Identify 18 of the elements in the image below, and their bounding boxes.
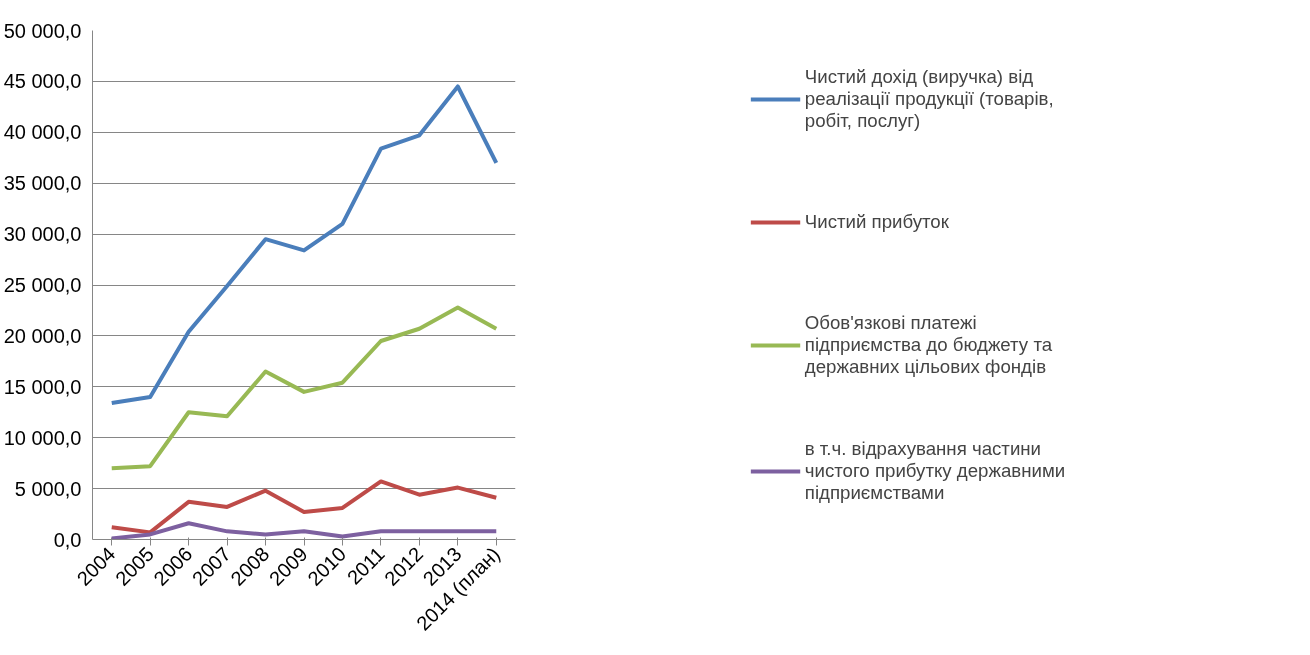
- y-tick-label: 40 000,0: [3, 121, 82, 144]
- legend-label: Чистий дохід (виручка) від реалізації продукції (товарів, робіт, послуг): [804, 65, 1054, 132]
- y-tick-label: 30 000,0: [3, 223, 82, 246]
- y-tick-label: 15 000,0: [3, 375, 82, 398]
- legend-label: Чистий прибуток: [804, 209, 949, 234]
- y-tick-label: 35 000,0: [3, 172, 82, 195]
- y-tick-label: 10 000,0: [3, 426, 82, 449]
- line-series: [109, 305, 499, 471]
- y-tick-label: 5 000,0: [14, 477, 82, 500]
- line-series: [109, 521, 499, 540]
- line-series: [109, 84, 499, 406]
- line-series: [109, 479, 499, 535]
- y-tick-label: 45 000,0: [3, 70, 82, 93]
- legend-label: в т.ч. відрахування частини чистого прибутку державними підприємствами: [804, 437, 1066, 504]
- y-tick-label: 50 000,0: [3, 19, 82, 42]
- y-tick-label: 20 000,0: [3, 324, 82, 347]
- y-tick-label: 25 000,0: [3, 274, 82, 296]
- legend-label: Обов'язкові платежі підприємства до бюджету та державних цільових фондів: [804, 311, 1053, 378]
